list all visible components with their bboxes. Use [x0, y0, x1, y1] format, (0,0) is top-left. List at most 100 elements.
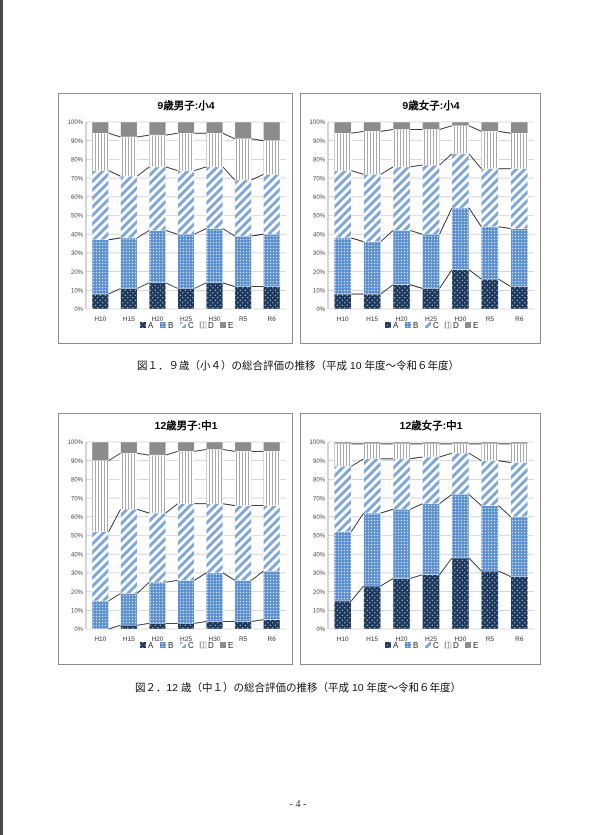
bar-segment-e [392, 441, 411, 445]
series-connector-line [108, 593, 121, 602]
bar-segment-b [120, 593, 138, 626]
x-tick-label: H25 [180, 636, 192, 643]
series-connector-line [468, 153, 482, 170]
chart-panel-boys-12: 12歳男子:中1 0% 10% 20% 30% 40% 50% 60% 70% 80% 90% 100… [58, 413, 293, 665]
series-connector-line [439, 452, 453, 458]
series-connector-line [410, 164, 423, 168]
legend-swatch-d [444, 321, 452, 329]
bar-segment-a [177, 288, 195, 310]
bar-segment-c [392, 458, 411, 510]
series-connector-line [194, 449, 207, 452]
bar-segment-b [91, 239, 109, 295]
bar-segment-d [234, 451, 252, 506]
bar-segment-a [206, 282, 224, 310]
series-connector-line [498, 130, 511, 134]
chart-boys-9: 9歳男子:小4 0% 10% 20% 30% 40% 50% 60% 70% 80% 90% 100%… [68, 99, 286, 330]
bar-segment-b [363, 512, 381, 587]
y-tick-label: 80% [313, 158, 326, 164]
series-connector-line [108, 509, 121, 532]
legend-swatch-c [180, 642, 186, 648]
y-tick-label: 60% [71, 195, 84, 201]
bar-segment-a [120, 625, 138, 630]
x-tick-label: H10 [337, 636, 349, 643]
series-connector-line [351, 170, 364, 175]
bar-segment-a [392, 578, 411, 630]
series-connector-line [351, 458, 364, 467]
series-connector-line [468, 452, 482, 462]
bar-segment-a [120, 288, 138, 310]
bar-segment-b [120, 237, 138, 289]
series-connector-line [468, 269, 482, 280]
y-tick-label: 10% [313, 289, 326, 295]
series-connector-line [439, 125, 453, 130]
figure-2-caption: 図２．12 歳（中１）の総合評価の推移（平成 10 年度～令和６年度） [134, 682, 462, 694]
chart-title: 12歳男子:中1 [154, 419, 217, 432]
series-connector-line [137, 452, 150, 456]
y-tick-label: 50% [71, 534, 84, 540]
bar-segment-e [263, 121, 281, 141]
bar-segment-d [263, 140, 281, 175]
y-tick-label: 70% [313, 496, 326, 502]
x-tick-label: R5 [486, 636, 495, 643]
x-tick-label: H15 [123, 316, 135, 323]
bar-segment-b [481, 505, 499, 572]
legend-swatch-b [160, 322, 166, 328]
bar-segment-c [510, 462, 529, 517]
bar-segment-b [263, 570, 281, 620]
y-tick-label: 30% [71, 251, 84, 257]
series-connector-line [222, 282, 235, 287]
series-connector-line [137, 508, 150, 514]
bar-segment-e [510, 121, 529, 134]
bar-segment-e [177, 121, 195, 134]
bar-segment-a [263, 619, 281, 630]
y-tick-label: 100% [310, 440, 326, 446]
y-tick-label: 70% [313, 176, 326, 182]
bar-segment-d [91, 460, 109, 532]
bar-segment-d [363, 131, 381, 175]
series-connector-line [251, 233, 264, 237]
bar-segment-c [422, 456, 440, 504]
page-left-edge [0, 0, 3, 835]
legend-label-e: E [473, 641, 478, 650]
figure-1-caption: 図１．９歳（小４）の総合評価の推移（平成 10 年度～令和６年度） [136, 360, 459, 372]
bar-segment-b [392, 509, 411, 579]
bar-segment-e [422, 441, 440, 445]
series-connector-line [380, 129, 394, 132]
chart-girls-12: 12歳女子:中1 0% 10% 20% 30% 40% 50% 60% 70% 80% 90% 100… [310, 419, 534, 650]
legend-swatch-a [385, 642, 391, 648]
x-tick-label: H25 [425, 316, 437, 323]
series-connector-line [165, 132, 178, 136]
x-tick-label: R5 [239, 316, 248, 323]
x-tick-label: R6 [268, 636, 277, 643]
legend-swatch-d [199, 641, 207, 649]
series-connector-line [222, 166, 236, 181]
series-connector-line [380, 578, 394, 587]
bar-segment-c [120, 509, 138, 594]
bar-segment-d [333, 443, 352, 467]
series-connector-line [380, 166, 394, 175]
bar-segment-b [234, 235, 252, 287]
y-tick-label: 30% [71, 571, 84, 577]
x-tick-label: H25 [180, 316, 192, 323]
bar-segment-a [333, 600, 352, 630]
x-tick-label: R6 [268, 316, 277, 323]
bar-segment-c [91, 531, 109, 602]
bar-segment-b [510, 516, 529, 577]
bar-segment-e [120, 441, 138, 454]
legend-swatch-e [465, 642, 471, 648]
legend-swatch-b [405, 322, 411, 328]
series-connector-line [251, 619, 264, 622]
legend-label-e: E [473, 321, 478, 330]
bar-segment-d [234, 138, 252, 181]
series-connector-line [136, 230, 150, 239]
bar-segment-d [392, 129, 411, 168]
y-tick-label: 90% [71, 459, 84, 465]
y-tick-label: 0% [74, 627, 83, 633]
series-connector-line [350, 585, 364, 602]
bar-segment-a [206, 621, 224, 630]
legend-swatch-e [220, 322, 226, 328]
bar-segment-d [422, 443, 440, 458]
series-connector-line [409, 503, 423, 510]
bar-segment-b [206, 228, 224, 284]
bar-segment-d [263, 451, 281, 506]
